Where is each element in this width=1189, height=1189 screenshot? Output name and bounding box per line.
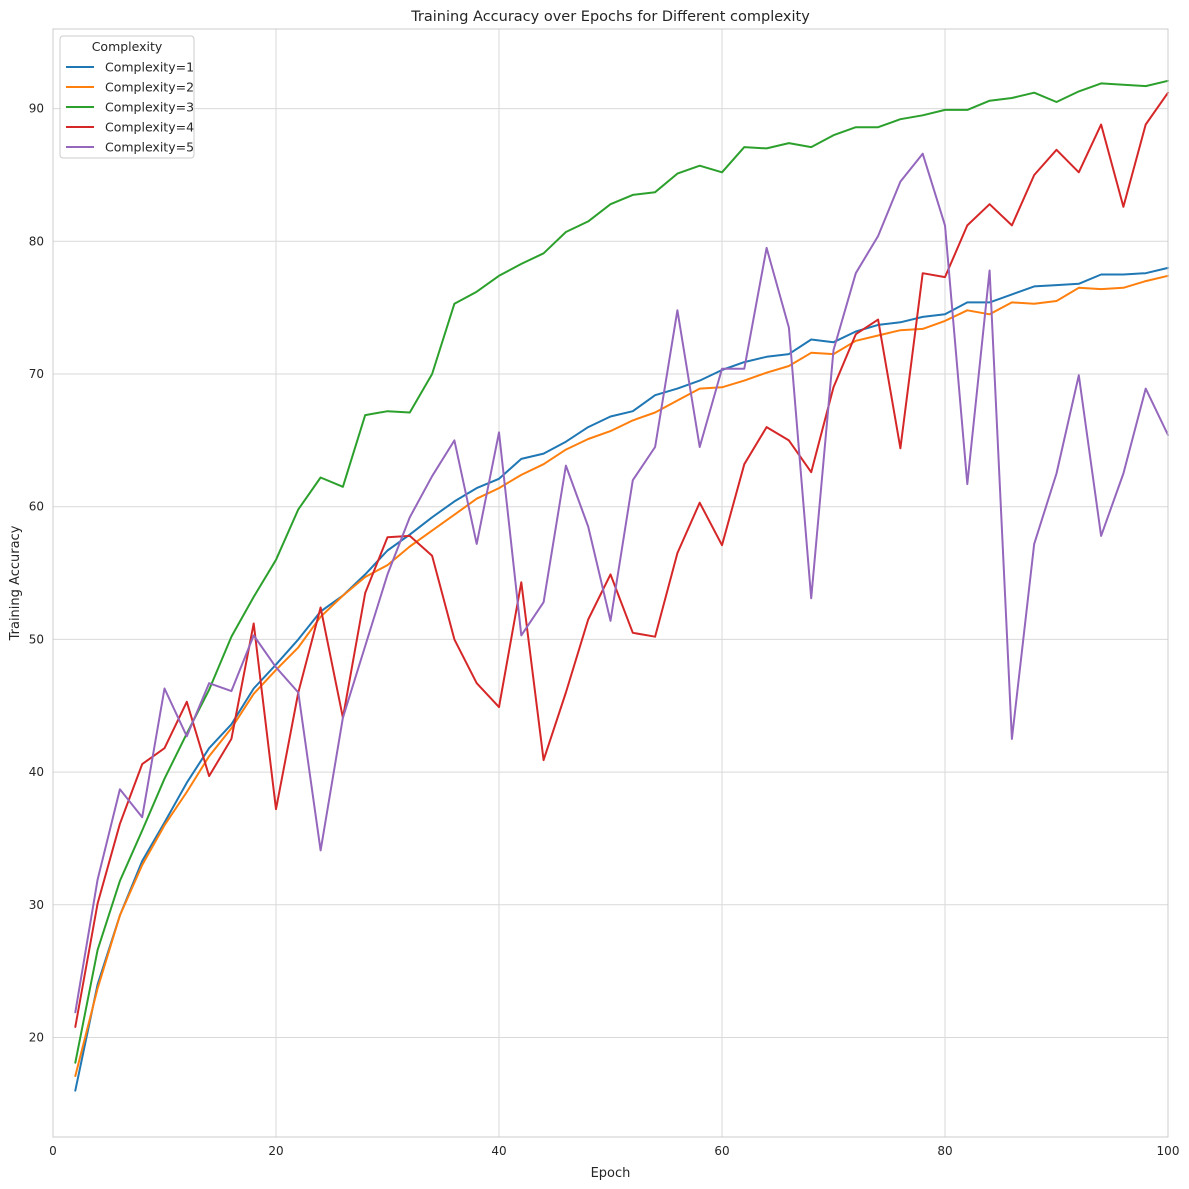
- y-tick-label: 80: [29, 234, 44, 248]
- x-tick-label: 60: [714, 1144, 729, 1158]
- y-tick-label: 70: [29, 367, 44, 381]
- legend: Complexity Complexity=1Complexity=2Compl…: [59, 35, 195, 159]
- x-tick-label: 20: [268, 1144, 283, 1158]
- x-tick-label: 0: [49, 1144, 57, 1158]
- y-tick-label: 50: [29, 632, 44, 646]
- y-axis-ticks: 20 30 40 50 60 70 80 90: [29, 102, 44, 1045]
- x-axis-ticks: 0 20 40 60 80 100: [49, 1144, 1179, 1158]
- x-axis-label: Epoch: [591, 1166, 631, 1181]
- y-tick-label: 40: [29, 765, 44, 779]
- legend-entry-label: Complexity=1: [105, 60, 194, 75]
- y-tick-label: 20: [29, 1030, 44, 1044]
- x-tick-label: 100: [1157, 1144, 1180, 1158]
- legend-entry-label: Complexity=3: [105, 100, 194, 115]
- series-line-complexity-3: [74, 79, 1169, 1064]
- legend-entry-label: Complexity=5: [105, 140, 194, 155]
- series-line-complexity-4: [74, 91, 1169, 1028]
- y-tick-label: 60: [29, 500, 44, 514]
- y-tick-label: 30: [29, 898, 44, 912]
- plot-frame: [52, 28, 1169, 1138]
- legend-entry-label: Complexity=2: [105, 80, 194, 95]
- y-axis-label: Training Accuracy: [8, 525, 23, 641]
- x-tick-label: 40: [491, 1144, 506, 1158]
- legend-items: Complexity=1 Complexity=2 Complexity=3 Comp…: [66, 60, 194, 155]
- legend-title: Complexity: [92, 39, 163, 54]
- y-tick-label: 90: [29, 102, 44, 116]
- series-line-complexity-5: [74, 152, 1169, 1014]
- legend-entry-label: Complexity=4: [105, 120, 194, 135]
- chart-title: Training Accuracy over Epochs for Differ…: [410, 9, 810, 25]
- series-lines: [74, 79, 1169, 1092]
- plot-background: [53, 29, 1168, 1137]
- x-tick-label: 80: [937, 1144, 952, 1158]
